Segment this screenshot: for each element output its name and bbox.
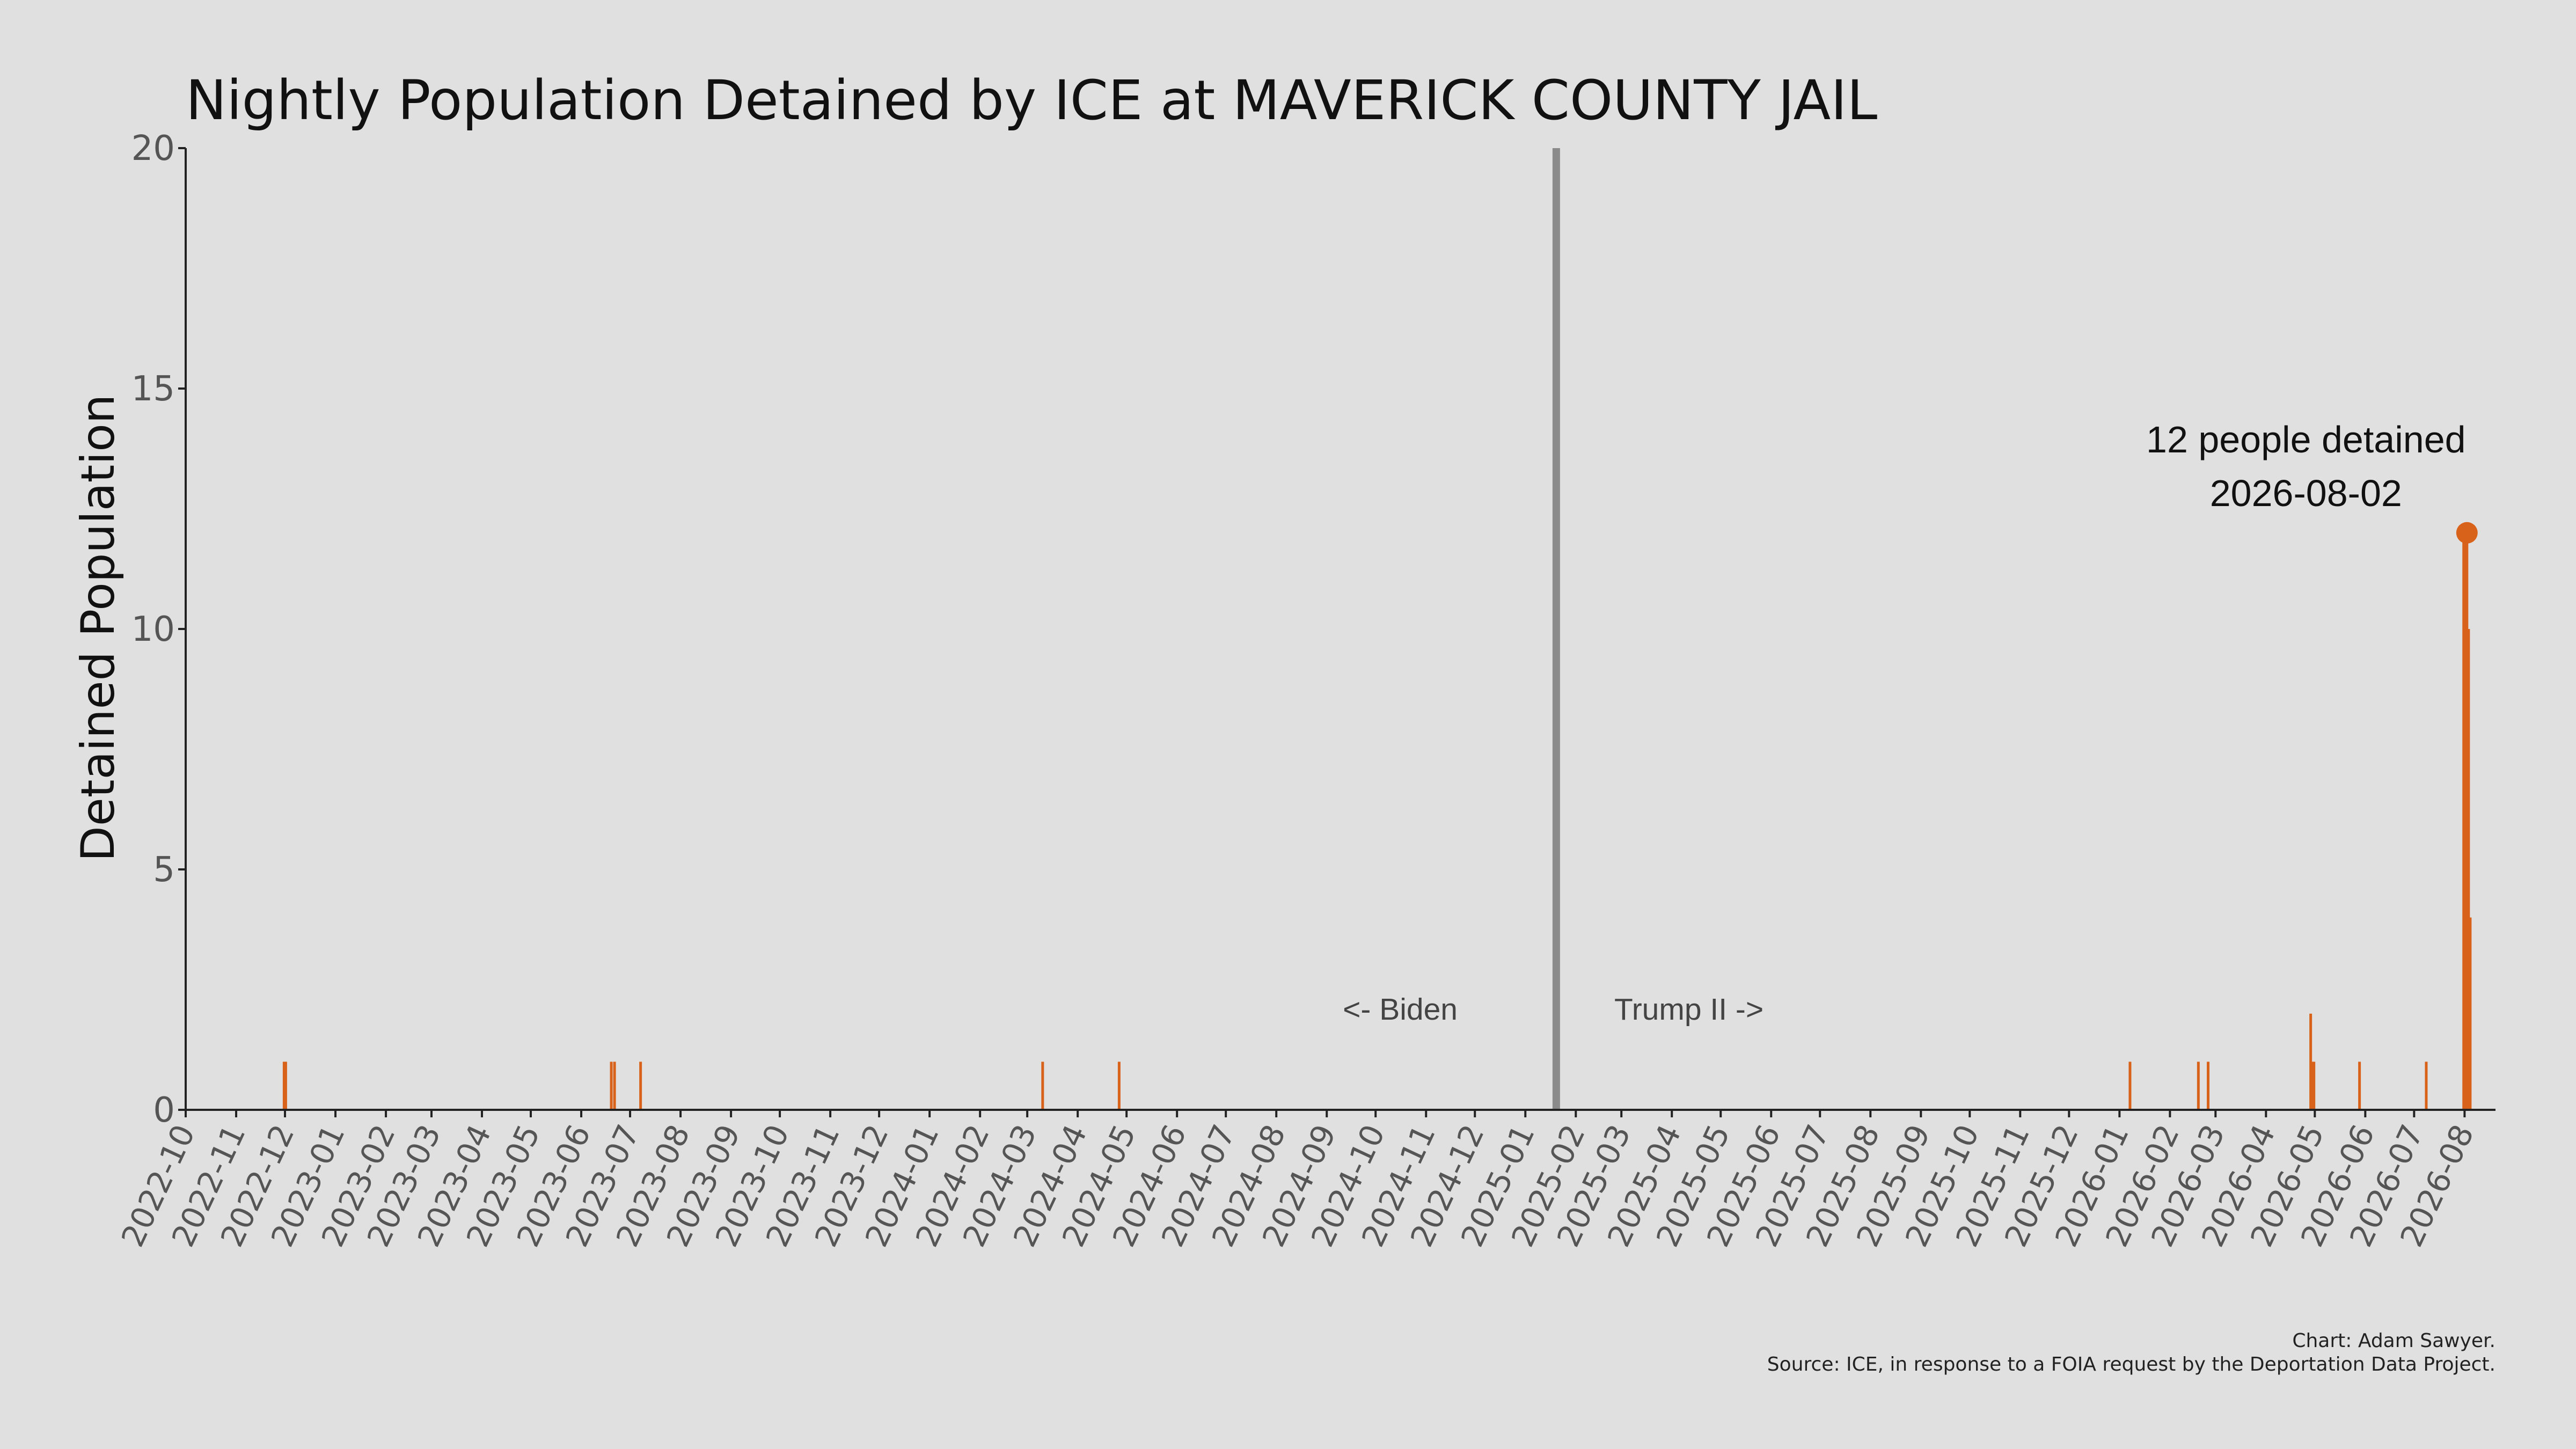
bar	[284, 1062, 287, 1110]
x-axis: 2022-102022-112022-122023-012023-022023-…	[114, 1109, 2496, 1253]
era-label-trump: Trump II ->	[1614, 992, 1763, 1027]
bar	[2462, 532, 2465, 1110]
y-tick-label: 0	[153, 1091, 175, 1130]
highlight-annotation-count: 12 people detained	[2146, 419, 2466, 460]
bar	[2464, 532, 2467, 1110]
bar	[1041, 1062, 1044, 1110]
bar	[2467, 629, 2470, 1110]
y-axis: 0 5 10 15 20	[131, 129, 187, 1130]
bar	[2312, 1062, 2316, 1110]
y-tick-label: 15	[131, 369, 175, 409]
bar	[2309, 1013, 2312, 1110]
credit-source: Source: ICE, in response to a FOIA reque…	[1767, 1353, 2496, 1375]
bar	[2358, 1062, 2361, 1110]
bar	[639, 1062, 642, 1110]
bar	[2425, 1062, 2428, 1110]
bar	[2469, 917, 2472, 1110]
highlight-point	[2456, 522, 2478, 544]
bar	[2207, 1062, 2210, 1110]
y-tick-label: 10	[131, 610, 175, 649]
bar	[613, 1062, 616, 1110]
y-tick-label: 5	[153, 850, 175, 890]
chart-title: Nightly Population Detained by ICE at MA…	[186, 69, 1877, 133]
y-axis-label: Detained Population	[71, 394, 125, 862]
highlight-annotation-date: 2026-08-02	[2210, 472, 2402, 514]
bar	[282, 1062, 286, 1110]
bar	[2128, 1062, 2132, 1110]
bars-group	[282, 532, 2472, 1110]
bar	[610, 1062, 613, 1110]
credit-author: Chart: Adam Sawyer.	[2292, 1330, 2496, 1352]
bar	[2311, 1062, 2314, 1110]
bar	[1117, 1062, 1121, 1110]
bar	[2197, 1062, 2200, 1110]
era-label-biden: <- Biden	[1343, 992, 1458, 1027]
y-tick-label: 20	[131, 129, 175, 169]
bar	[2465, 532, 2469, 1110]
